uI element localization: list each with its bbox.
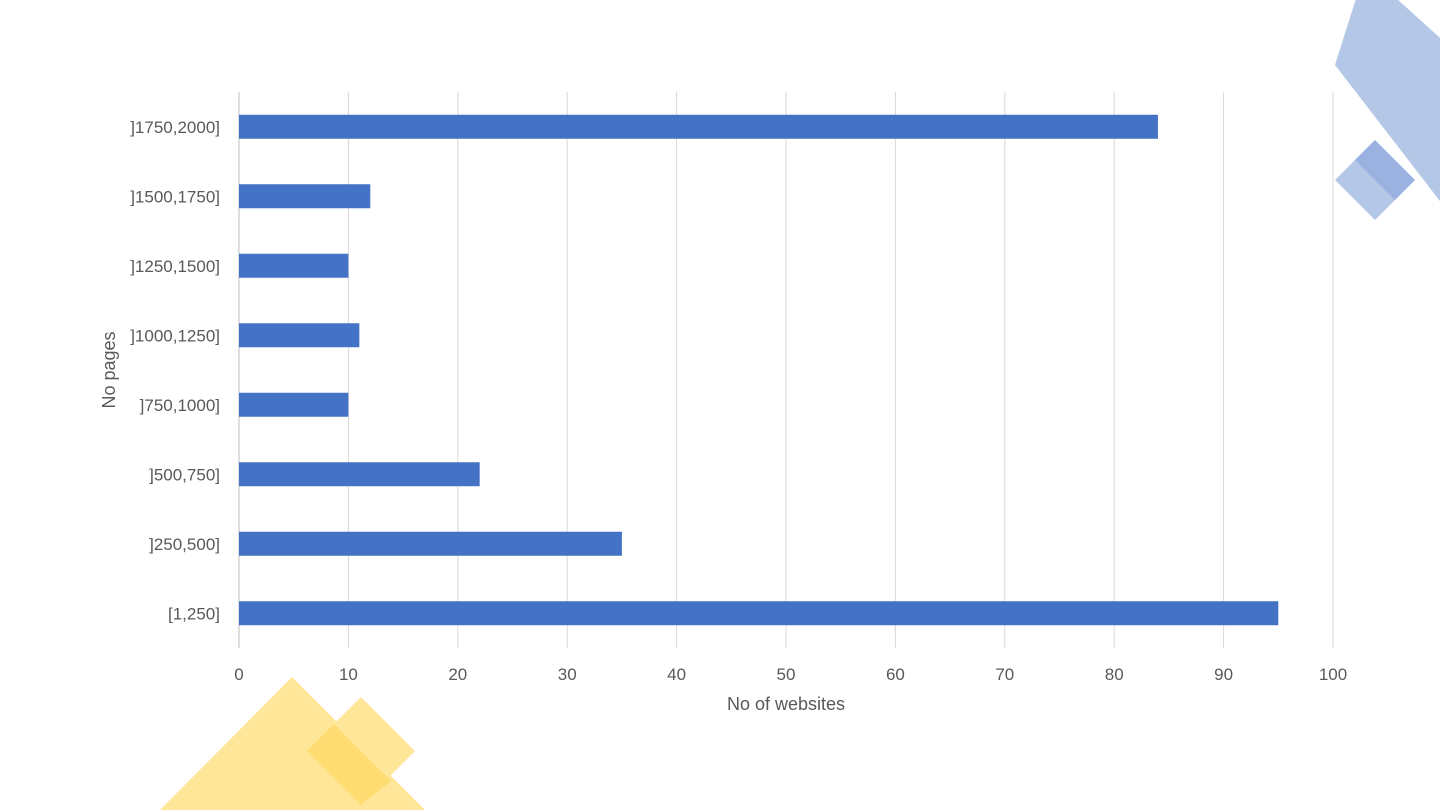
bar (239, 323, 360, 348)
bar (239, 114, 1158, 139)
x-axis-title: No of websites (727, 694, 845, 714)
y-category-label: ]750,1000] (140, 396, 220, 415)
gridlines (238, 92, 1334, 648)
x-tick-label: 90 (1214, 665, 1233, 684)
y-category-label: [1,250] (168, 604, 220, 623)
x-tick-label: 20 (448, 665, 467, 684)
yellow-diamond-overlap (307, 724, 391, 805)
bar-series (239, 114, 1279, 626)
bar (239, 531, 622, 556)
x-tick-label: 10 (339, 665, 358, 684)
bar (239, 392, 349, 417)
x-axis-ticks: 0 10 20 30 40 50 60 70 80 90 100 (234, 665, 1347, 684)
blue-diamond-overlap (1355, 140, 1415, 200)
y-category-label: ]1250,1500] (130, 257, 220, 276)
blue-diamond-large (1335, 0, 1440, 202)
y-axis-categories: [1,250] ]250,500] ]500,750] ]750,1000] ]1000… (130, 118, 220, 624)
x-tick-label: 100 (1319, 665, 1347, 684)
bar (239, 184, 371, 209)
bar (239, 462, 480, 487)
y-category-label: ]500,750] (149, 465, 220, 484)
y-category-label: ]1000,1250] (130, 326, 220, 345)
x-tick-label: 60 (886, 665, 905, 684)
x-tick-label: 0 (234, 665, 243, 684)
y-category-label: ]1750,2000] (130, 118, 220, 137)
x-tick-label: 40 (667, 665, 686, 684)
bar (239, 253, 349, 278)
y-category-label: ]250,500] (149, 535, 220, 554)
y-axis-title: No pages (99, 331, 119, 408)
x-tick-label: 80 (1105, 665, 1124, 684)
x-tick-label: 30 (558, 665, 577, 684)
decorative-shapes (159, 0, 1440, 810)
bar (239, 601, 1279, 626)
y-category-label: ]1500,1750] (130, 187, 220, 206)
x-tick-label: 50 (777, 665, 796, 684)
x-tick-label: 70 (995, 665, 1014, 684)
